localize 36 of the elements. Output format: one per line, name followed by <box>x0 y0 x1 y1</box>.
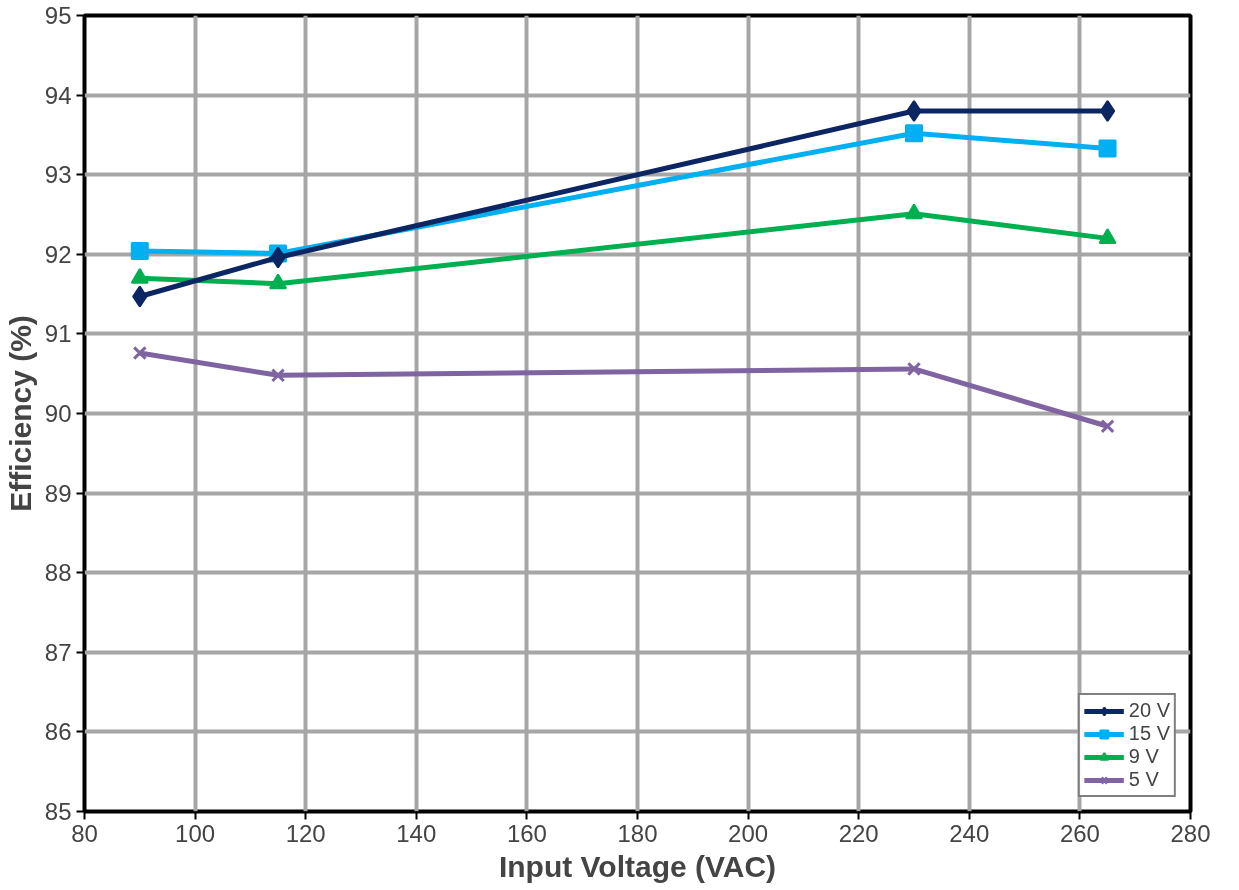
legend-label: 5 V <box>1128 768 1159 791</box>
x-axis-title: Input Voltage (VAC) <box>498 849 777 883</box>
x-tick-label: 160 <box>506 819 547 847</box>
point <box>906 361 922 377</box>
x-tick-label: 240 <box>949 819 990 847</box>
y-axis-title: Efficiency (%) <box>3 315 37 512</box>
y-tick-label: 95 <box>44 2 72 29</box>
x-tick-label: 140 <box>396 819 437 847</box>
point <box>1098 139 1117 158</box>
x-tick-label: 100 <box>175 819 216 847</box>
y-tick-label: 90 <box>44 400 72 427</box>
x-tick-label: 120 <box>285 819 326 847</box>
point <box>1100 419 1115 434</box>
x-tick-label: 260 <box>1059 819 1100 847</box>
y-tick-label: 86 <box>44 718 72 746</box>
point <box>905 124 923 143</box>
x-tick-label: 220 <box>838 819 879 847</box>
x-tick-label: 200 <box>728 819 769 847</box>
x-tick-label: 280 <box>1170 819 1211 847</box>
y-tick-label: 89 <box>44 479 72 507</box>
legend-label: 15 V <box>1128 722 1170 745</box>
y-tick-label: 87 <box>44 638 72 666</box>
y-tick-label: 92 <box>44 240 72 268</box>
point <box>1099 100 1116 123</box>
y-tick-label: 91 <box>44 320 72 348</box>
y-tick-label: 94 <box>44 81 72 109</box>
x-tick-label: 180 <box>617 819 658 847</box>
y-tick-label: 85 <box>44 798 72 825</box>
legend-label: 9 V <box>1128 745 1159 768</box>
y-tick-label: 88 <box>44 559 72 587</box>
point <box>270 368 286 383</box>
point <box>130 242 149 261</box>
x-tick-label: 80 <box>71 819 98 847</box>
legend-label: 20 V <box>1128 699 1170 722</box>
point <box>132 345 147 361</box>
y-tick-label: 93 <box>44 161 72 189</box>
